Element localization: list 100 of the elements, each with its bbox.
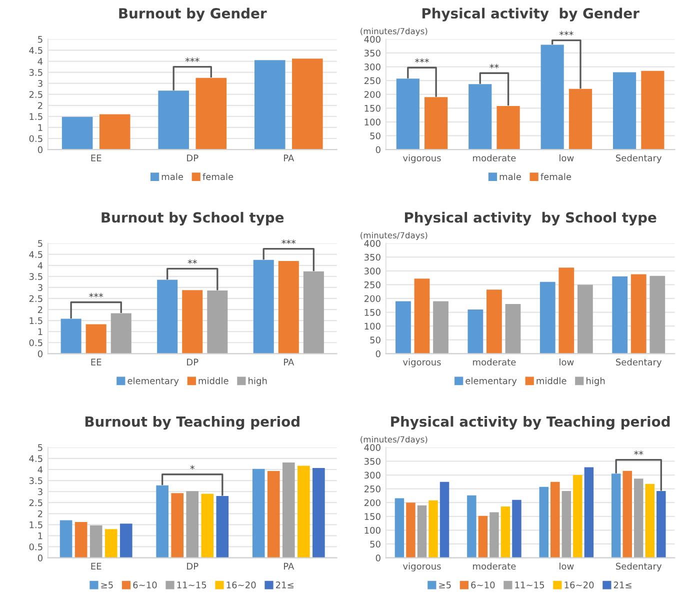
bar <box>158 90 189 150</box>
bar <box>282 462 295 558</box>
x-tick-label: low <box>560 154 574 162</box>
bar <box>196 78 227 150</box>
y-tick-label: 100 <box>364 118 380 126</box>
bar <box>496 106 520 150</box>
y-tick-label: 150 <box>364 104 380 112</box>
y-tick-label: 350 <box>364 254 380 261</box>
x-tick-label: DP <box>187 154 198 162</box>
chart-title: Physical activity by School type <box>404 212 656 226</box>
bar <box>396 78 420 150</box>
bar <box>584 467 594 558</box>
bar <box>253 260 274 354</box>
bar <box>641 70 664 150</box>
legend-label: ≥5 <box>439 582 451 588</box>
bar <box>74 522 88 558</box>
y-axis-title: (minutes/7days) <box>360 232 428 240</box>
bar <box>467 495 476 558</box>
bar <box>104 529 118 558</box>
y-axis-title: (minutes/7days) <box>360 436 428 444</box>
bar <box>550 482 560 558</box>
bar <box>156 485 168 558</box>
legend-label: high <box>586 377 605 386</box>
x-tick-label: DP <box>187 562 198 570</box>
y-tick-label: 0.5 <box>29 543 42 550</box>
x-tick-label: EE <box>91 562 102 570</box>
bar <box>577 284 593 354</box>
bar <box>60 318 82 354</box>
bar <box>440 482 450 558</box>
x-tick-label: moderate <box>473 358 516 366</box>
legend-label: 21≤ <box>614 582 632 588</box>
bar <box>157 280 178 354</box>
legend-label: middle <box>198 377 228 384</box>
x-tick-label: EE <box>91 358 102 366</box>
legend-label: female <box>540 173 572 180</box>
chart-title: Burnout by School type <box>102 212 284 226</box>
bar <box>505 304 521 354</box>
legend-label: elementary <box>128 377 179 386</box>
bar <box>60 520 72 558</box>
y-tick-label: 50 <box>370 132 380 140</box>
chart-title: Burnout by Teaching period <box>85 416 300 430</box>
y-tick-label: 100 <box>364 322 380 330</box>
y-tick-label: 1.5 <box>30 317 42 324</box>
bar <box>312 468 325 558</box>
y-tick-label: 200 <box>364 91 380 98</box>
bar <box>540 282 556 354</box>
bar <box>186 491 199 558</box>
bar <box>656 491 666 558</box>
y-tick-label: 3 <box>38 80 42 87</box>
bar <box>201 494 214 558</box>
chart-title: Physical activity by Teaching period <box>391 416 670 430</box>
y-tick-label: 4 <box>38 466 43 473</box>
y-tick-label: 4.5 <box>29 47 42 54</box>
y-tick-label: 0 <box>376 146 380 154</box>
bar <box>468 310 484 354</box>
x-tick-label: Sedentary <box>616 562 662 572</box>
bar <box>303 271 324 354</box>
bar <box>573 475 582 558</box>
bar <box>478 516 488 558</box>
y-tick-label: 400 <box>364 444 380 451</box>
bar <box>612 276 628 354</box>
y-tick-label: 50 <box>370 540 380 548</box>
bar <box>539 486 548 558</box>
y-tick-label: 200 <box>364 499 380 506</box>
x-tick-label: vigorous <box>402 358 441 368</box>
bar <box>486 290 502 354</box>
bar <box>490 512 499 558</box>
legend-label: 11~15 <box>177 582 206 588</box>
legend-label: male <box>162 173 184 180</box>
x-tick-label: moderate <box>473 154 516 162</box>
y-tick-label: 400 <box>364 240 380 247</box>
bar <box>292 58 323 150</box>
x-tick-label: DP <box>187 358 198 366</box>
annotation: *** <box>414 58 429 63</box>
legend-label: 6~10 <box>133 582 157 588</box>
bar <box>558 268 574 354</box>
y-tick-label: 100 <box>364 526 380 534</box>
bar <box>645 484 655 558</box>
y-tick-label: 0 <box>38 350 42 358</box>
y-tick-label: 300 <box>364 472 380 479</box>
y-tick-label: 4 <box>38 262 43 269</box>
y-tick-label: 1.5 <box>30 113 42 120</box>
bar <box>500 506 510 558</box>
y-tick-label: 1.5 <box>30 522 42 528</box>
y-tick-label: 2 <box>38 306 42 313</box>
bar <box>254 60 286 150</box>
y-tick-label: 2 <box>38 510 42 518</box>
y-tick-label: 400 <box>364 36 380 43</box>
y-tick-label: 5 <box>38 444 42 451</box>
y-tick-label: 4.5 <box>29 455 42 462</box>
y-tick-label: 250 <box>364 77 380 84</box>
y-tick-label: 1 <box>38 328 42 336</box>
bar <box>634 478 644 558</box>
chart-title: Physical activity by Gender <box>422 8 640 22</box>
bar <box>630 274 646 354</box>
y-tick-label: 3 <box>38 284 42 292</box>
x-tick-label: EE <box>91 154 102 162</box>
bar <box>417 505 427 558</box>
y-tick-label: 0 <box>38 146 42 154</box>
bar <box>562 491 572 558</box>
